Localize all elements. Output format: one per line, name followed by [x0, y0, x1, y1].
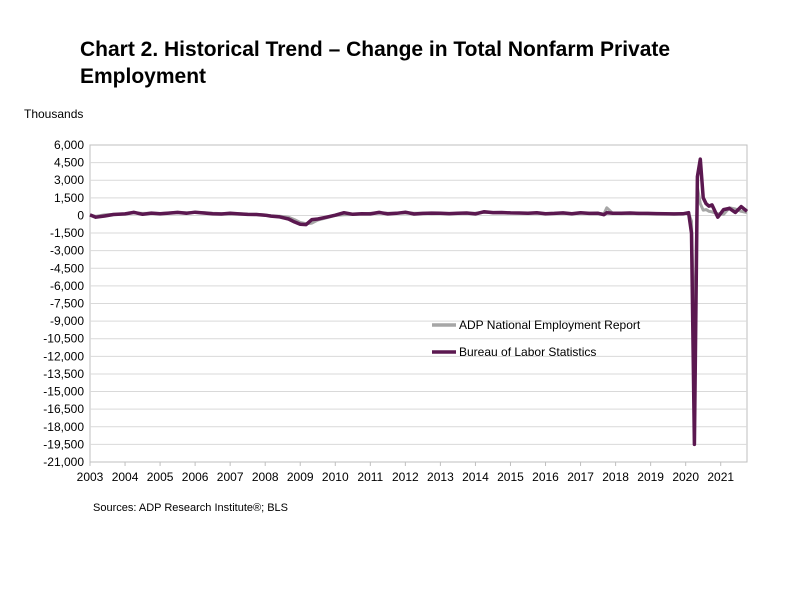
x-tick-label: 2013: [427, 470, 454, 484]
y-tick-label: -19,500: [43, 437, 84, 451]
y-axis-unit-label: Thousands: [24, 107, 84, 121]
x-tick-label: 2017: [567, 470, 594, 484]
y-tick-label: -7,500: [50, 297, 84, 311]
y-axis-tick-labels: 6,000 4,500 3,000 1,500 0 -1,500 -3,000 -4,500 -…: [43, 138, 84, 469]
y-tick-label: -4,500: [50, 261, 84, 275]
x-tick-label: 2015: [497, 470, 524, 484]
x-tick-label: 2021: [707, 470, 734, 484]
legend-label-adp: ADP National Employment Report: [459, 318, 641, 332]
x-tick-label: 2018: [602, 470, 629, 484]
legend: ADP National Employment Report Bureau of…: [432, 318, 641, 359]
x-tick-label: 2020: [672, 470, 699, 484]
y-tick-label: 1,500: [54, 191, 84, 205]
y-tick-label: -1,500: [50, 226, 84, 240]
legend-label-bls: Bureau of Labor Statistics: [459, 345, 596, 359]
y-tick-label: -9,000: [50, 314, 84, 328]
source-note: Sources: ADP Research Institute®; BLS: [93, 502, 288, 514]
y-tick-label: -12,000: [43, 349, 84, 363]
y-tick-label: 3,000: [54, 173, 84, 187]
y-tick-label: -15,000: [43, 385, 84, 399]
x-tick-label: 2007: [217, 470, 244, 484]
gridlines: [90, 162, 747, 445]
y-tick-label: -3,000: [50, 244, 84, 258]
x-axis-tick-labels: 2003 2004 2005 2006 2007 2008 2009 2010 2011 2012…: [77, 462, 734, 484]
x-tick-label: 2009: [287, 470, 314, 484]
y-tick-label: -10,500: [43, 332, 84, 346]
x-tick-label: 2006: [182, 470, 209, 484]
y-tick-label: 0: [77, 208, 84, 222]
x-tick-label: 2016: [532, 470, 559, 484]
y-tick-label: -18,000: [43, 420, 84, 434]
y-tick-label: -16,500: [43, 402, 84, 416]
x-tick-label: 2011: [357, 470, 383, 484]
x-tick-label: 2008: [252, 470, 279, 484]
y-tick-label: -13,500: [43, 367, 84, 381]
x-tick-label: 2012: [392, 470, 419, 484]
series-line-bls: [89, 157, 749, 447]
y-tick-label: 4,500: [54, 156, 84, 170]
y-tick-label: -6,000: [50, 279, 84, 293]
y-tick-label: 6,000: [54, 138, 84, 152]
chart-title: Chart 2. Historical Trend – Change in To…: [80, 38, 671, 88]
x-tick-label: 2004: [112, 470, 139, 484]
x-tick-label: 2014: [462, 470, 489, 484]
x-tick-label: 2003: [77, 470, 104, 484]
x-tick-label: 2019: [637, 470, 664, 484]
x-tick-label: 2005: [147, 470, 174, 484]
series-layer: [89, 157, 749, 447]
y-tick-label: -21,000: [43, 455, 84, 469]
x-tick-label: 2010: [322, 470, 349, 484]
